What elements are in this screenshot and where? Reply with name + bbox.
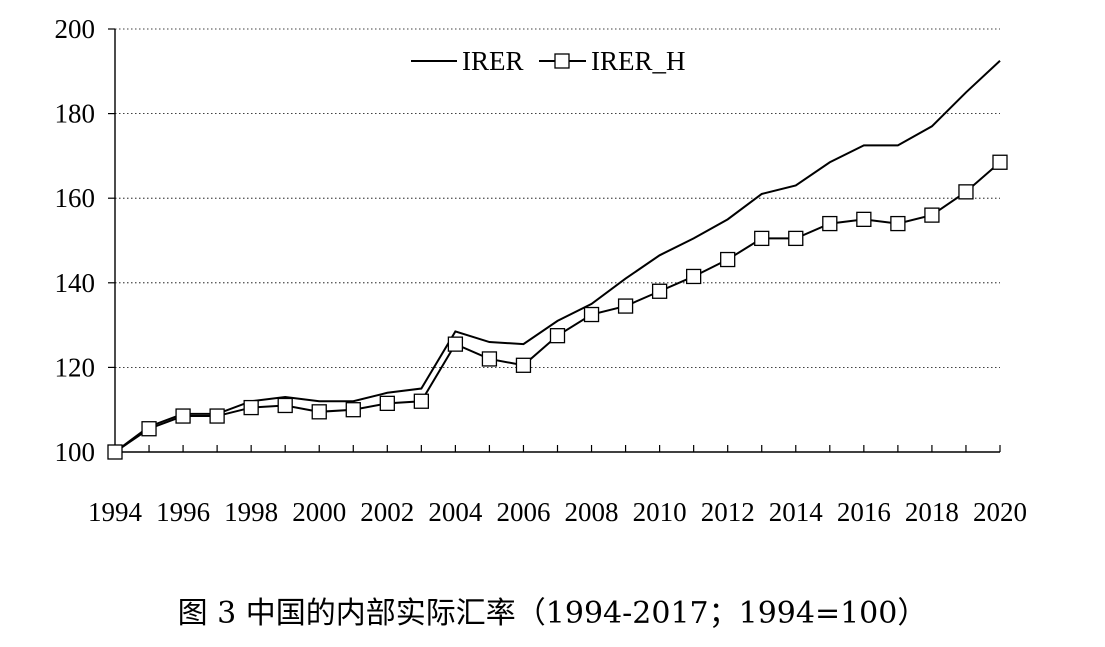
data-point-irer-h [345, 402, 361, 418]
series-line-irer [114, 59, 1001, 453]
y-tick-label: 120 [55, 352, 96, 382]
y-tick-label: 160 [55, 183, 96, 213]
data-point-irer-h [788, 230, 804, 247]
data-point-irer-h [243, 399, 259, 416]
data-point-irer-h [856, 211, 872, 228]
x-tick-label: 2020 [973, 497, 1027, 527]
data-point-irer-h [447, 336, 464, 352]
x-tick-label: 2000 [292, 497, 346, 527]
x-tick-label: 2014 [769, 497, 824, 527]
x-tick-label: 2016 [837, 497, 891, 527]
data-point-irer-h [992, 154, 1008, 170]
y-tick-label: 180 [55, 99, 96, 129]
axes: 100 120 140 160 180 200 1994 1996 1998 2000 2002 20… [55, 14, 1028, 527]
legend-label-irer: IRER [462, 46, 524, 76]
data-point-irer-h [720, 251, 736, 268]
series-markers [107, 154, 1008, 460]
x-tick-label: 2018 [905, 497, 959, 527]
x-tick-label: 1998 [224, 497, 278, 527]
data-point-irer-h [175, 408, 191, 424]
data-point-irer-h [311, 404, 327, 420]
data-point-irer-h [754, 230, 770, 247]
y-tick-label: 200 [55, 14, 96, 44]
x-tick-label: 2012 [701, 497, 755, 527]
data-point-irer-h [481, 351, 498, 367]
x-tick-label: 1996 [156, 497, 210, 527]
x-tick-label: 2004 [428, 497, 483, 527]
chart-canvas: 100 120 140 160 180 200 1994 1996 1998 2000 2002 20… [55, 14, 1028, 527]
data-point-irer-h [890, 215, 906, 232]
data-point-irer-h [958, 184, 974, 200]
line-chart: 100 120 140 160 180 200 1994 1996 1998 2000 2002 20… [55, 14, 1028, 527]
x-tick-label: 2010 [633, 497, 687, 527]
x-tick-label: 2002 [360, 497, 414, 527]
x-tick-label: 2006 [496, 497, 550, 527]
x-tick-label: 2008 [565, 497, 619, 527]
y-tick-label: 140 [55, 268, 96, 298]
legend-marker-irer-h [554, 53, 570, 69]
data-point-irer-h [141, 421, 157, 437]
data-point-irer-h [924, 207, 940, 223]
data-point-irer-h [413, 393, 429, 409]
data-point-irer-h [515, 357, 532, 373]
series-lines [114, 59, 1001, 453]
legend-label-irer-h: IRER_H [591, 46, 686, 76]
data-point-irer-h [686, 268, 702, 285]
data-point-irer-h [549, 328, 566, 344]
data-point-irer-h [822, 215, 838, 232]
x-tick-label: 1994 [88, 497, 143, 527]
data-point-irer-h [277, 397, 293, 414]
data-point-irer-h [107, 444, 123, 460]
y-tick-label: 100 [55, 437, 96, 467]
legend: IRER IRER_H [411, 46, 686, 76]
data-point-irer-h [379, 395, 395, 412]
figure-caption: 图 3 中国的内部实际汇率（1994-2017；1994=100） [177, 596, 928, 631]
gridlines [115, 28, 1000, 368]
data-point-irer-h [651, 283, 668, 299]
data-point-irer-h [583, 306, 600, 323]
data-point-irer-h [209, 408, 225, 424]
data-point-irer-h [617, 298, 634, 314]
